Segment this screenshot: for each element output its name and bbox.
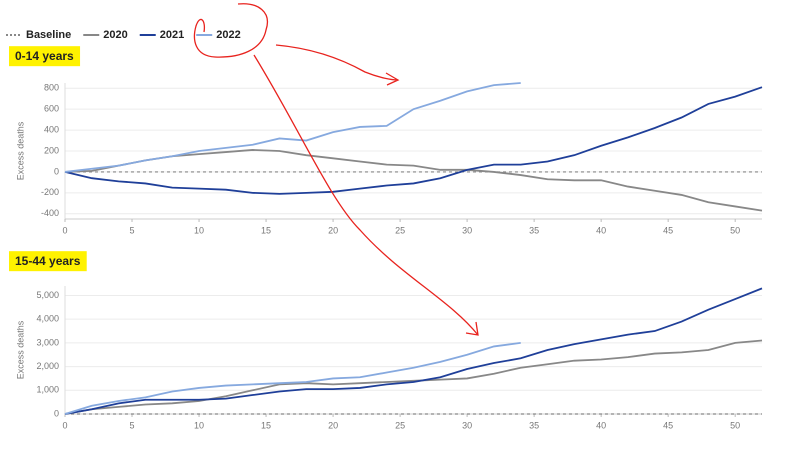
legend-label: Baseline [26,29,71,41]
y-axis-label: Excess deaths [15,121,25,180]
series-line [64,82,521,173]
y-tick-label: 2,000 [36,361,59,371]
y-tick-label: 400 [44,124,59,134]
y-tick-label: 4,000 [36,314,59,324]
legend-label: 2020 [103,29,127,41]
y-tick-label: -400 [41,208,59,218]
series-line [64,339,763,415]
series-line [64,341,521,415]
y-tick-label: 0 [54,166,59,176]
series-line [64,287,763,415]
x-tick-label: 0 [62,225,67,235]
series-line [64,86,763,195]
legend-label: 2022 [216,29,240,41]
x-tick-label: 35 [529,420,539,430]
y-axis-label: Excess deaths [15,320,25,379]
x-tick-label: 20 [328,225,338,235]
x-tick-label: 30 [462,420,472,430]
x-tick-label: 45 [663,225,673,235]
x-tick-label: 0 [62,420,67,430]
y-tick-label: 1,000 [36,385,59,395]
y-tick-label: 600 [44,104,59,114]
legend-label: 2021 [160,29,184,41]
y-tick-label: 3,000 [36,337,59,347]
y-tick-label: 0 [54,408,59,418]
x-tick-label: 40 [596,420,606,430]
x-tick-label: 15 [261,225,271,235]
hand-annotations [193,3,479,336]
y-tick-label: 800 [44,83,59,93]
series-line [64,149,763,212]
circle-scribble [193,3,268,58]
y-tick-label: -200 [41,187,59,197]
x-tick-label: 5 [130,225,135,235]
x-tick-label: 5 [130,420,135,430]
x-tick-label: 10 [194,225,204,235]
x-tick-label: 50 [730,420,740,430]
chart-title: 0-14 years [15,49,74,63]
y-tick-label: 200 [44,145,59,155]
title-highlight [9,46,81,67]
x-tick-label: 15 [261,420,271,430]
x-tick-label: 30 [462,225,472,235]
y-tick-label: 5,000 [36,290,59,300]
x-tick-label: 35 [529,225,539,235]
arrow [275,44,400,86]
x-tick-label: 25 [395,420,405,430]
title-highlight [9,251,87,272]
x-tick-label: 25 [395,225,405,235]
x-tick-label: 40 [596,225,606,235]
x-tick-label: 45 [663,420,673,430]
x-tick-label: 10 [194,420,204,430]
x-tick-label: 50 [730,225,740,235]
x-tick-label: 20 [328,420,338,430]
chart-title: 15-44 years [15,254,81,268]
arrow [253,54,479,336]
